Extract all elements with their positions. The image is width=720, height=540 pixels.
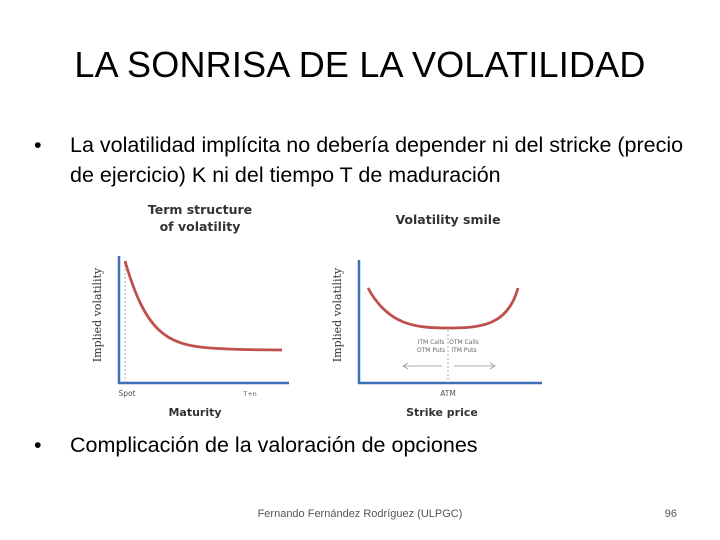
volatility-smile-title: Volatility smile [395,212,500,227]
bullet-text: La volatilidad implícita no debería depe… [70,133,684,187]
volatility-figure: Term structure of volatility Implied vol… [70,190,557,429]
smile-left-arrowhead [402,362,409,370]
volatility-smile-curve [366,287,520,330]
smile-right-region-line2: ITM Puts [451,347,476,354]
bullet-marker: • [34,133,42,157]
bullet-marker: • [34,433,42,457]
smile-right-arrowhead [489,362,496,370]
volatility-figure-svg: Term structure of volatility Implied vol… [91,202,542,419]
term-structure-xlabel: Maturity [168,406,221,419]
term-structure-tick-t: T+n [242,390,257,398]
page-number: 96 [664,508,677,520]
slide-footer: Fernando Fernández Rodríguez (ULPGC) [257,508,463,520]
smile-left-region-line1: ITM Calls [418,339,445,346]
term-structure-title-line1: Term structure [148,202,252,217]
volatility-smile-xlabel: Strike price [406,406,478,419]
term-structure-ylabel: Implied volatility [91,267,104,362]
term-structure-chart: Term structure of volatility Implied vol… [91,202,289,419]
volatility-smile-ylabel: Implied volatility [331,267,344,362]
volatility-smile-chart: Volatility smile Implied volatility ITM … [331,212,542,419]
bullet-text: Complicación de la valoración de opcione… [70,433,478,457]
term-structure-title-line2: of volatility [160,219,241,234]
term-structure-curve [123,260,283,352]
term-structure-tick-spot: Spot [118,389,135,398]
volatility-smile-tick-atm: ATM [440,389,456,398]
page-title: LA SONRISA DE LA VOLATILIDAD [74,44,646,85]
smile-right-region-line1: OTM Calls [449,339,479,346]
smile-left-region-line2: OTM Puts [417,347,445,354]
